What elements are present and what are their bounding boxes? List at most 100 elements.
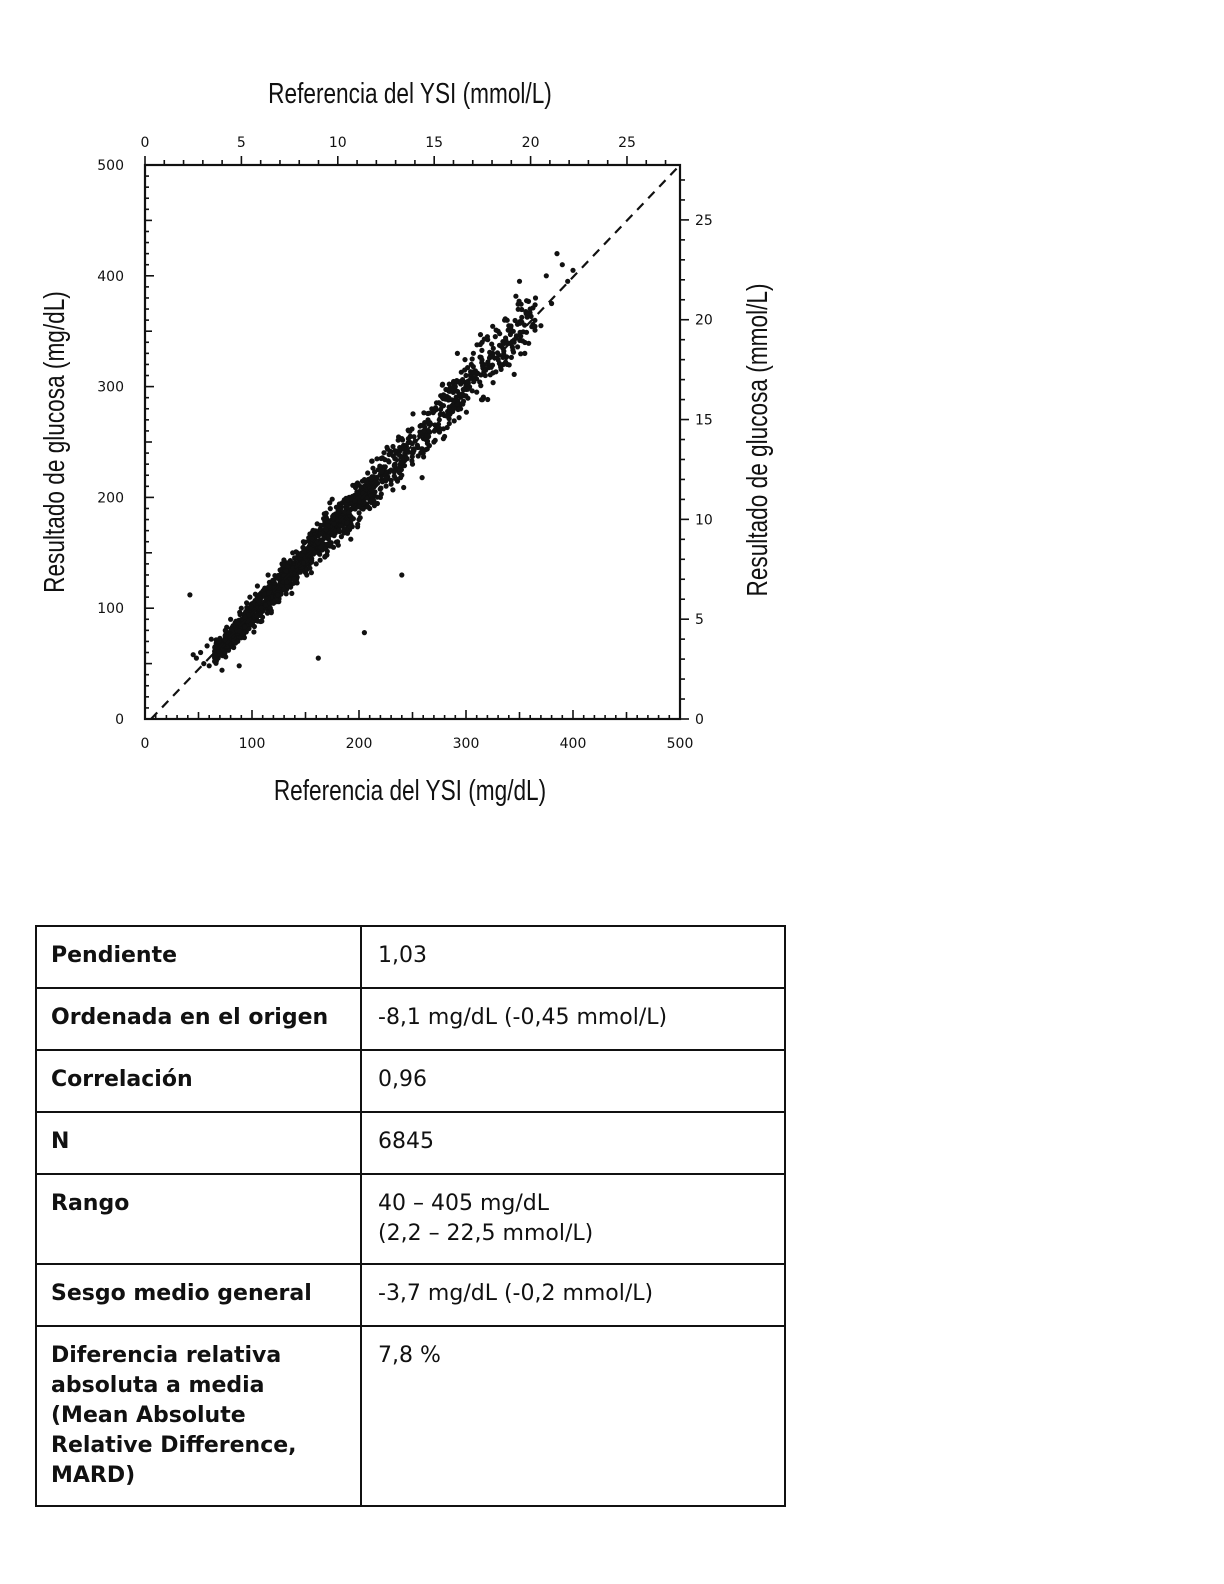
data-point xyxy=(538,323,544,329)
data-point xyxy=(222,637,228,643)
data-point xyxy=(289,590,295,597)
data-point xyxy=(543,273,549,279)
data-point xyxy=(251,629,257,635)
data-point xyxy=(255,618,261,624)
data-point xyxy=(264,610,271,616)
data-point xyxy=(570,267,576,273)
data-point xyxy=(275,592,281,598)
data-point xyxy=(236,663,242,669)
data-point xyxy=(524,312,530,318)
data-point xyxy=(488,364,494,370)
data-point xyxy=(248,603,254,610)
data-point xyxy=(417,429,423,435)
data-point xyxy=(464,386,471,392)
data-point xyxy=(391,469,397,475)
row-value-rango: 40 – 405 mg/dL (2,2 – 22,5 mmol/L) xyxy=(360,1173,786,1265)
data-point xyxy=(323,510,329,516)
data-point xyxy=(532,295,539,301)
data-point xyxy=(421,410,427,416)
data-point xyxy=(469,388,475,394)
data-point xyxy=(315,655,321,661)
data-point xyxy=(448,385,454,391)
data-point xyxy=(403,455,409,461)
data-point xyxy=(512,317,518,324)
data-point xyxy=(286,559,292,566)
data-point xyxy=(336,527,342,534)
data-point xyxy=(489,341,495,347)
data-point xyxy=(254,583,260,589)
data-point xyxy=(490,345,496,351)
row-label-n: N xyxy=(35,1111,362,1175)
data-point xyxy=(388,477,394,483)
data-point xyxy=(525,298,532,304)
data-point xyxy=(458,379,464,385)
data-point xyxy=(313,561,319,567)
data-point xyxy=(290,565,296,571)
data-point xyxy=(379,479,385,485)
table-row: Ordenada en el origen -8,1 mg/dL (-0,45 … xyxy=(35,987,786,1051)
data-point xyxy=(259,618,265,624)
y-tick-label: 200 xyxy=(97,490,124,506)
data-point xyxy=(426,410,432,416)
mard-label-line: Relative Difference, xyxy=(51,1433,297,1458)
mard-label-line: (Mean Absolute xyxy=(51,1403,246,1428)
data-point xyxy=(318,544,324,551)
data-point xyxy=(233,640,239,646)
data-point xyxy=(352,498,358,504)
row-value-ordenada: -8,1 mg/dL (-0,45 mmol/L) xyxy=(360,987,786,1051)
data-point xyxy=(532,317,538,323)
data-point xyxy=(417,423,423,429)
data-point xyxy=(343,501,349,507)
data-point xyxy=(477,379,483,385)
data-point xyxy=(433,405,439,411)
x2-axis-title: Referencia del YSI (mmol/L) xyxy=(268,76,552,109)
data-point xyxy=(477,332,484,338)
data-point xyxy=(388,481,394,487)
data-point xyxy=(338,523,344,529)
data-point xyxy=(356,498,362,504)
data-point xyxy=(454,350,460,356)
row-label-rango: Rango xyxy=(35,1173,362,1265)
x2-tick-label: 0 xyxy=(141,135,150,151)
data-point xyxy=(284,563,291,569)
data-point xyxy=(293,549,299,555)
data-point xyxy=(267,605,273,611)
data-point xyxy=(506,362,512,368)
rango-mgdl: 40 – 405 mg/dL xyxy=(378,1191,549,1216)
y2-tick-label: 0 xyxy=(695,712,704,728)
data-point xyxy=(298,552,304,558)
data-point xyxy=(559,262,565,268)
data-point xyxy=(270,600,276,606)
data-point xyxy=(379,469,385,475)
data-point xyxy=(327,506,333,512)
data-point xyxy=(430,410,436,416)
data-point xyxy=(436,400,442,406)
data-point xyxy=(361,630,367,636)
data-point xyxy=(383,475,389,481)
data-point xyxy=(411,434,417,440)
data-point xyxy=(364,495,370,501)
data-point xyxy=(498,366,504,372)
data-point xyxy=(350,482,356,488)
data-point xyxy=(247,594,253,600)
data-point xyxy=(435,424,441,430)
data-point xyxy=(355,521,361,527)
data-point xyxy=(312,549,318,556)
data-point xyxy=(212,644,218,650)
data-point xyxy=(330,544,337,550)
data-point xyxy=(390,443,396,450)
row-value-mard: 7,8 % xyxy=(360,1325,786,1507)
data-point xyxy=(399,436,405,442)
data-point xyxy=(519,314,525,320)
data-point xyxy=(518,301,524,307)
data-point xyxy=(237,612,243,618)
data-point xyxy=(410,411,416,417)
data-point xyxy=(460,398,467,404)
y2-tick-label: 10 xyxy=(695,512,713,528)
data-point xyxy=(198,649,204,656)
mard-label-line: Diferencia relativa xyxy=(51,1343,282,1368)
data-point xyxy=(523,329,530,335)
data-point xyxy=(238,635,244,641)
table-row: N 6845 xyxy=(35,1111,786,1175)
